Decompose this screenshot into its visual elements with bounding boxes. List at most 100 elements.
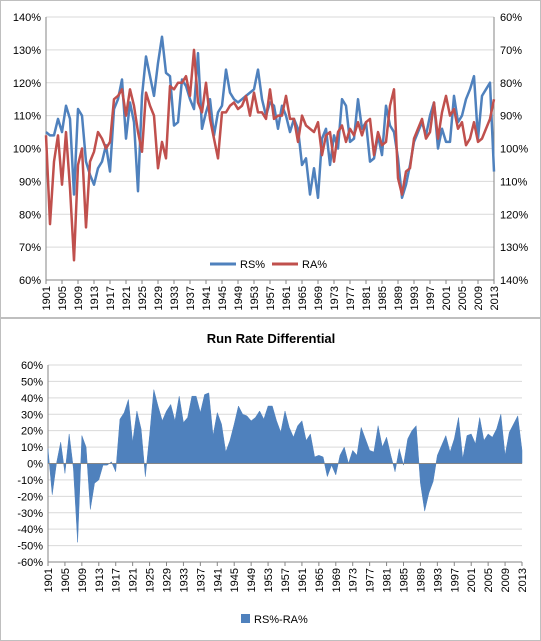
- x-tick-label: 1969: [313, 286, 325, 310]
- x-tick-label: 1949: [246, 568, 258, 592]
- x-tick-label: 1981: [382, 568, 394, 592]
- x-tick-label: 1909: [77, 568, 89, 592]
- ra-series-line: [44, 48, 496, 262]
- x-tick-label: 2005: [457, 286, 469, 310]
- x-tick-label: 1989: [393, 286, 405, 310]
- x-tick-label: 1941: [201, 286, 213, 310]
- x-tick-label: 1905: [60, 568, 72, 592]
- x-tick-label: 1969: [331, 568, 343, 592]
- y-right-tick-label: 90%: [500, 111, 522, 123]
- x-tick-label: 1949: [233, 286, 245, 310]
- y-right-tick-label: 130%: [500, 242, 528, 254]
- x-tick-label: 1925: [137, 286, 149, 310]
- x-tick-label: 1921: [121, 286, 133, 310]
- x-tick-label: 1917: [111, 568, 123, 592]
- y-left-tick-label: 90%: [19, 176, 41, 188]
- y-right-tick-label: 100%: [500, 144, 528, 156]
- x-tick-label: 1941: [212, 568, 224, 592]
- line-chart-panel: 140% 130% 120% 110% 100% 90% 80% 70% 60% 60% 70% 80…: [0, 0, 541, 318]
- x-tick-label: 1961: [297, 568, 309, 592]
- x-tick-label: 1933: [178, 568, 190, 592]
- y-left-tick-label: 120%: [13, 78, 41, 90]
- y-right-tick-label: 80%: [500, 78, 522, 90]
- y-tick-label: 50%: [21, 376, 43, 388]
- differential-area: [47, 389, 523, 543]
- x-tick-label: 2009: [500, 568, 512, 592]
- x-tick-label: 1989: [415, 568, 427, 592]
- legend-swatch: [241, 614, 250, 623]
- x-tick-label: 1929: [162, 568, 174, 592]
- y-left-tick-label: 110%: [14, 111, 42, 123]
- y-left-tick-label: 60%: [19, 275, 41, 287]
- x-tick-label: 1917: [105, 286, 117, 310]
- x-tick-label: 1933: [169, 286, 181, 310]
- x-tick-label: 1961: [281, 286, 293, 310]
- y-tick-label: 60%: [21, 360, 43, 372]
- y-tick-label: -20%: [17, 491, 43, 503]
- x-tick-label: 1929: [153, 286, 165, 310]
- y-tick-label: -30%: [17, 508, 43, 520]
- x-tick-label: 1965: [297, 286, 309, 310]
- y-left-tick-label: 100%: [13, 144, 41, 156]
- x-tick-label: 1973: [348, 568, 360, 592]
- y-tick-label: 0%: [27, 459, 43, 471]
- x-tick-label: 2009: [473, 286, 485, 310]
- x-tick-label: 1981: [361, 286, 373, 310]
- x-tick-label: 2001: [441, 286, 453, 310]
- y-right-tick-label: 70%: [500, 45, 522, 57]
- x-tick-label: 1997: [449, 568, 461, 592]
- x-tick-label: 1921: [128, 568, 140, 592]
- x-tick-label: 1937: [195, 568, 207, 592]
- y-tick-label: -40%: [17, 524, 43, 536]
- x-tick-label: 1985: [399, 568, 411, 592]
- x-tick-label: 2013: [517, 568, 529, 592]
- x-tick-label: 2005: [483, 568, 495, 592]
- y-tick-label: 20%: [21, 426, 43, 438]
- x-tick-label: 1925: [145, 568, 157, 592]
- x-tick-label: 1993: [409, 286, 421, 310]
- y-right-tick-label: 110%: [500, 176, 528, 188]
- rs-ra-line-chart: 140% 130% 120% 110% 100% 90% 80% 70% 60% 60% 70% 80…: [13, 12, 528, 310]
- y-left-tick-label: 130%: [13, 45, 41, 57]
- x-tick-label: 1913: [94, 568, 106, 592]
- y-right-tick-label: 60%: [500, 12, 522, 24]
- y-right-tick-label: 120%: [500, 209, 528, 221]
- x-tick-label: 1997: [425, 286, 437, 310]
- y-left-tick-label: 70%: [19, 242, 41, 254]
- x-tick-label: 1957: [280, 568, 292, 592]
- x-tick-label: 1993: [432, 568, 444, 592]
- legend: RS% RA%: [210, 259, 327, 271]
- legend-rs-label: RS%: [240, 259, 265, 271]
- x-tick-label: 1945: [229, 568, 241, 592]
- x-tick-label: 1913: [89, 286, 101, 310]
- x-tick-label: 2013: [489, 286, 501, 310]
- x-tick-label: 1901: [41, 286, 53, 310]
- y-tick-label: -60%: [17, 557, 43, 569]
- y-right-tick-label: 140%: [500, 275, 528, 287]
- x-tick-label: 1965: [314, 568, 326, 592]
- x-tick-label: 1973: [329, 286, 341, 310]
- y-tick-label: 30%: [21, 409, 43, 421]
- x-tick-label: 1905: [57, 286, 69, 310]
- x-tick-label: 1953: [249, 286, 261, 310]
- x-tick-label: 1977: [365, 568, 377, 592]
- x-tick-label: 1957: [265, 286, 277, 310]
- x-tick-label: 1937: [185, 286, 197, 310]
- legend: RS%-RA%: [241, 614, 308, 626]
- y-tick-label: -50%: [17, 541, 43, 553]
- x-tick-label: 1909: [73, 286, 85, 310]
- y-tick-label: -10%: [17, 475, 43, 487]
- x-tick-label: 1901: [43, 568, 55, 592]
- y-tick-label: 40%: [21, 393, 43, 405]
- x-tick-label: 1985: [377, 286, 389, 310]
- y-left-tick-label: 140%: [13, 12, 41, 24]
- run-rate-differential-chart: Run Rate Differential 60% 50% 40% 30% 20% 10% 0…: [17, 331, 529, 626]
- x-tick-label: 2001: [466, 568, 478, 592]
- x-tick-label: 1953: [263, 568, 275, 592]
- legend-ra-label: RA%: [302, 259, 327, 271]
- legend-label: RS%-RA%: [254, 614, 308, 626]
- y-left-tick-label: 80%: [19, 209, 41, 221]
- chart-title: Run Rate Differential: [207, 331, 336, 346]
- x-tick-label: 1945: [217, 286, 229, 310]
- y-tick-label: 10%: [21, 442, 43, 454]
